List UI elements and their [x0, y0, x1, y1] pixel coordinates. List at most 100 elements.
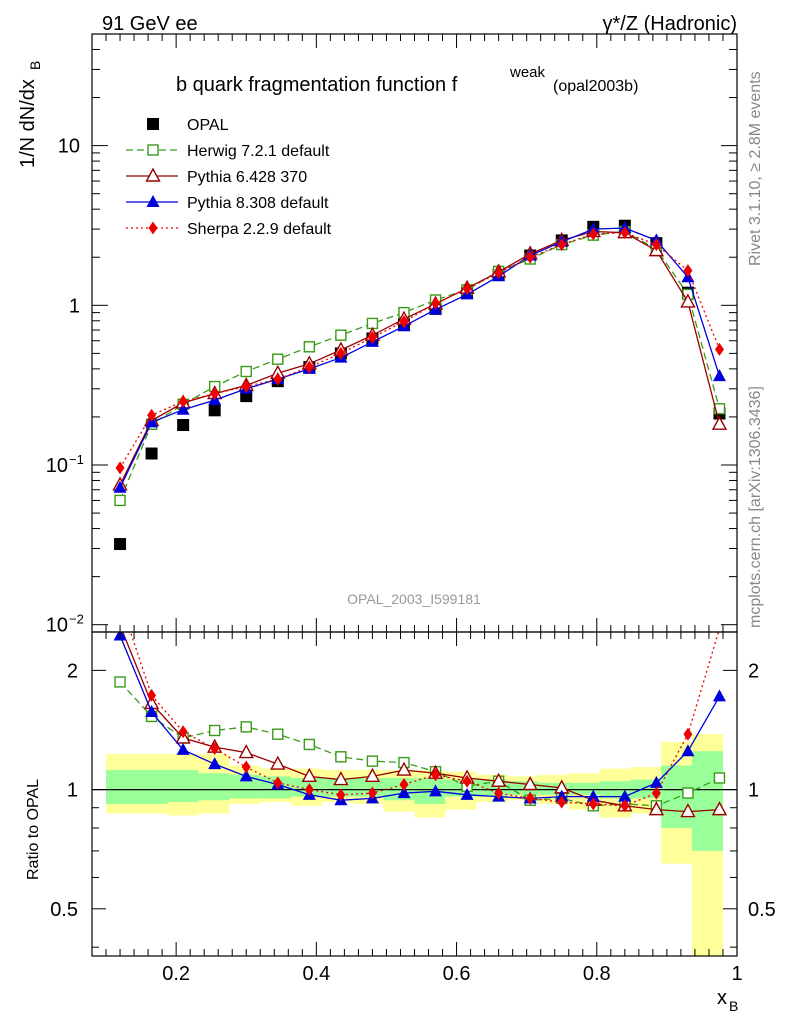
data-point: [336, 346, 346, 360]
ratio-point: [336, 788, 346, 802]
ratio-point: [239, 769, 253, 782]
data-point: [494, 266, 504, 280]
series-ratio-line: [129, 632, 720, 807]
data-point: [462, 282, 472, 296]
ratio-tick-label-left: 1: [67, 780, 78, 802]
ratio-point: [364, 767, 381, 783]
legend-marker: [147, 144, 159, 156]
data-point: [557, 238, 567, 252]
legend-item: Pythia 8.308 default: [126, 195, 329, 212]
legend-label: OPAL: [187, 117, 229, 134]
data-point: [115, 461, 125, 475]
title-main: b quark fragmentation function f: [176, 74, 458, 96]
ratio-point: [648, 801, 665, 816]
data-point: [304, 360, 314, 374]
ratio-point: [301, 767, 318, 783]
legend-item: Herwig 7.2.1 default: [126, 143, 330, 160]
ratio-point: [240, 721, 252, 733]
band-inner: [198, 773, 230, 801]
series-layer: [112, 219, 728, 818]
ratio-tick-label-right: 1: [748, 780, 759, 802]
data-point: [367, 330, 377, 344]
ratio-point: [557, 795, 567, 809]
data-point: [651, 238, 661, 252]
y-tick-label: 10: [58, 136, 80, 158]
ratio-point: [399, 778, 409, 792]
ratio-point: [681, 744, 695, 757]
y-tick-label: 10: [46, 615, 68, 637]
band-inner: [537, 782, 569, 795]
ratio-point: [178, 725, 188, 739]
data-point: [113, 480, 127, 493]
ratio-point: [366, 755, 379, 767]
ratio-point: [713, 772, 726, 784]
ratio-point: [335, 751, 347, 763]
ratio-point: [208, 757, 222, 770]
ratio-point: [618, 789, 632, 802]
x-axis-label-main: x: [717, 987, 727, 1009]
legend-item: Sherpa 2.2.9 default: [126, 221, 332, 238]
data-point: [335, 329, 347, 341]
band-inner: [167, 770, 199, 803]
y-tick-exponent: −2: [69, 612, 84, 627]
data-point: [303, 341, 316, 353]
ratio-point: [208, 724, 221, 737]
ratio-point: [241, 760, 251, 774]
ratio-point: [711, 801, 728, 816]
legend-item: OPAL: [147, 117, 229, 134]
ratio-point: [367, 786, 377, 800]
legend-marker: [145, 167, 161, 182]
y-tick-label: 1: [69, 295, 80, 317]
ratio-point: [303, 738, 316, 751]
data-point: [431, 296, 441, 310]
x-tick-label: 0.6: [443, 963, 471, 985]
ratio-point: [649, 775, 663, 788]
ratio-point: [494, 786, 504, 800]
series-line: [119, 232, 721, 469]
band-inner: [414, 777, 446, 804]
series-4: [115, 226, 724, 813]
ratio-point: [429, 784, 443, 797]
ratio-tick-label-right: 0.5: [748, 899, 776, 921]
y-axis-label: 1/N dN/dx B: [17, 61, 43, 168]
ratio-point: [176, 742, 190, 755]
ratio-point: [620, 799, 630, 813]
band-inner: [106, 770, 137, 804]
data-point: [114, 538, 127, 551]
y-axis-label-sub: B: [27, 61, 43, 70]
ratio-point: [462, 774, 472, 788]
ratio-point: [238, 744, 254, 759]
data-point: [208, 404, 221, 417]
ratio-point: [270, 755, 286, 770]
band-inner: [692, 751, 723, 851]
ratio-point: [210, 741, 220, 755]
ratio-point: [147, 688, 157, 702]
data-point: [210, 387, 220, 401]
data-point: [399, 315, 409, 329]
legend-marker: [147, 118, 159, 130]
series-line: [119, 227, 721, 489]
x-tick-label: 0.2: [162, 963, 190, 985]
legend-marker: [148, 221, 158, 235]
y-tick-exponent: −1: [69, 452, 84, 467]
ratio-point: [396, 761, 412, 776]
data-point: [145, 447, 158, 460]
data-point: [177, 419, 190, 432]
legend-label: Herwig 7.2.1 default: [187, 143, 330, 160]
data-point: [273, 372, 283, 386]
legend-label: Pythia 6.428 370: [187, 169, 307, 186]
ratio-point: [712, 689, 726, 702]
ratio-point: [683, 727, 693, 741]
ratio-point: [651, 786, 661, 800]
ratio-point: [522, 776, 538, 791]
data-point: [114, 494, 126, 507]
data-point: [176, 402, 190, 415]
legend-marker: [146, 195, 160, 207]
band-inner: [568, 782, 600, 795]
ratio-point: [114, 676, 126, 688]
chart-title: b quark fragmentation function f weak (o…: [176, 64, 638, 96]
data-point: [683, 264, 693, 278]
